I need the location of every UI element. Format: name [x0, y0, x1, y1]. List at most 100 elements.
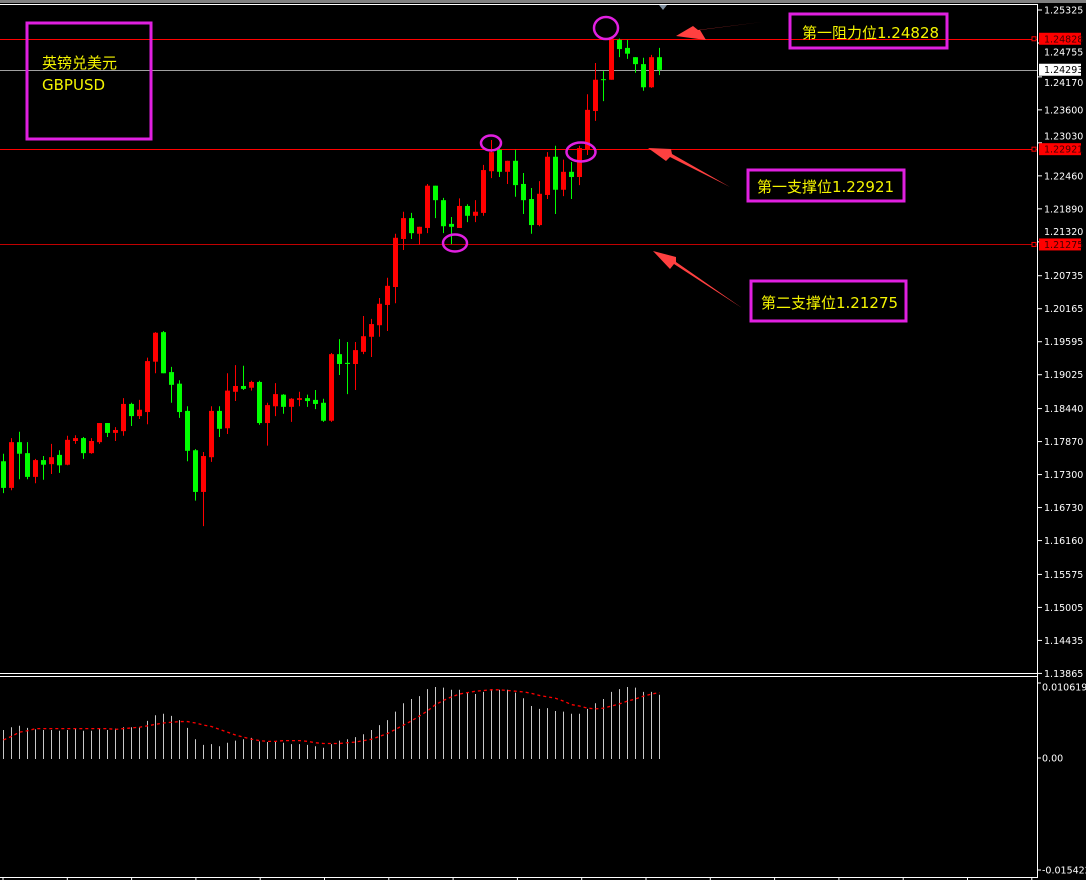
candle-body	[473, 211, 478, 216]
candle-body	[161, 332, 166, 374]
candle	[17, 431, 22, 480]
level-anchor-icon[interactable]	[1031, 241, 1037, 247]
candle-body	[97, 423, 102, 443]
candle-body	[457, 205, 462, 228]
candle	[633, 57, 638, 73]
candle	[409, 212, 414, 239]
candle-body	[369, 324, 374, 337]
candle	[113, 427, 118, 441]
candle-body	[513, 160, 518, 186]
price-tick-label: 1.25325	[1044, 6, 1083, 17]
price-tag-label: 1.22921	[1044, 145, 1083, 156]
candle	[617, 38, 622, 58]
candle-body	[489, 152, 494, 172]
candle-body	[313, 399, 318, 404]
candle-body	[33, 460, 38, 477]
macd-tick-label: 0.010619	[1042, 683, 1086, 694]
candle	[513, 149, 518, 197]
support-1-price-tag	[1039, 143, 1081, 156]
candle-body	[329, 354, 334, 421]
candle-body	[233, 385, 238, 392]
candle-body	[137, 409, 142, 417]
price-tick-label: 1.13865	[1044, 669, 1083, 680]
candle	[385, 277, 390, 332]
candle	[369, 318, 374, 358]
candle	[209, 406, 214, 462]
candle-body	[217, 410, 222, 429]
candle-body	[593, 79, 598, 112]
price-tick-label: 1.19025	[1044, 370, 1083, 381]
price-tag-label: 1.24293	[1044, 65, 1083, 76]
arrow-icon	[648, 148, 730, 187]
arrow-icon	[676, 21, 770, 40]
symbol-label: GBPUSD	[42, 76, 105, 94]
candle-body	[569, 171, 574, 178]
price-tick-label: 1.23600	[1044, 105, 1083, 116]
level-lines	[0, 39, 1037, 245]
candle	[25, 442, 30, 480]
candle-body	[353, 350, 358, 364]
candle	[305, 394, 310, 407]
current-price-price-tag	[1039, 63, 1081, 76]
candle-body	[337, 354, 342, 364]
level-anchor-icon[interactable]	[1031, 146, 1037, 152]
candle-body	[561, 171, 566, 190]
candle-body	[153, 332, 158, 362]
candle-body	[297, 398, 302, 400]
candle-body	[361, 336, 366, 352]
candle-body	[497, 149, 502, 172]
candle-body	[145, 361, 150, 413]
candle-body	[81, 438, 86, 454]
candle	[641, 57, 646, 91]
candle-body	[169, 372, 174, 385]
candle-body	[289, 398, 294, 407]
price-tag-label: 1.24828	[1044, 34, 1083, 45]
candle	[609, 38, 614, 80]
macd-tick-label: 0.00	[1042, 754, 1063, 765]
candle	[193, 449, 198, 501]
candle-body	[537, 193, 542, 226]
candle-body	[1, 461, 6, 488]
arrow-icon	[653, 251, 742, 308]
candle	[177, 380, 182, 418]
candle	[441, 197, 446, 234]
support-2-box	[749, 279, 908, 323]
candle	[265, 402, 270, 446]
candle-body	[633, 57, 638, 65]
level-anchor-icon[interactable]	[1031, 36, 1037, 42]
candle-body	[345, 362, 350, 364]
price-tick-label: 1.24755	[1044, 47, 1083, 58]
shift-marker-icon[interactable]	[659, 5, 667, 10]
resistance-1-label: 第一阻力位1.24828	[802, 24, 939, 42]
candle-body	[273, 394, 278, 407]
candle	[657, 47, 662, 76]
candle	[9, 438, 14, 491]
price-tick-label: 1.20735	[1044, 271, 1083, 282]
candle	[297, 391, 302, 407]
candle-body	[257, 381, 262, 424]
candle	[257, 380, 262, 425]
candle	[625, 39, 630, 59]
annotations: 英镑兑美元 GBPUSD 第一阻力位1.24828 第一支撑位1.22921 第…	[25, 12, 949, 323]
candle-body	[73, 438, 78, 441]
candle-body	[465, 205, 470, 216]
candle	[201, 451, 206, 527]
candle-body	[649, 57, 654, 88]
candle	[649, 54, 654, 88]
candle	[425, 183, 430, 234]
candle	[529, 188, 534, 234]
candle-body	[89, 440, 94, 454]
candle	[129, 402, 134, 426]
support-2-price-tag	[1039, 238, 1081, 251]
price-tick-label: 1.24170	[1044, 78, 1083, 89]
candles	[1, 38, 662, 527]
price-tick-label: 1.21890	[1044, 204, 1083, 215]
candle	[153, 332, 158, 374]
candle	[241, 365, 246, 391]
candle	[449, 216, 454, 245]
candle	[577, 145, 582, 186]
candle	[321, 398, 326, 422]
candle	[537, 181, 542, 227]
candle	[105, 423, 110, 437]
